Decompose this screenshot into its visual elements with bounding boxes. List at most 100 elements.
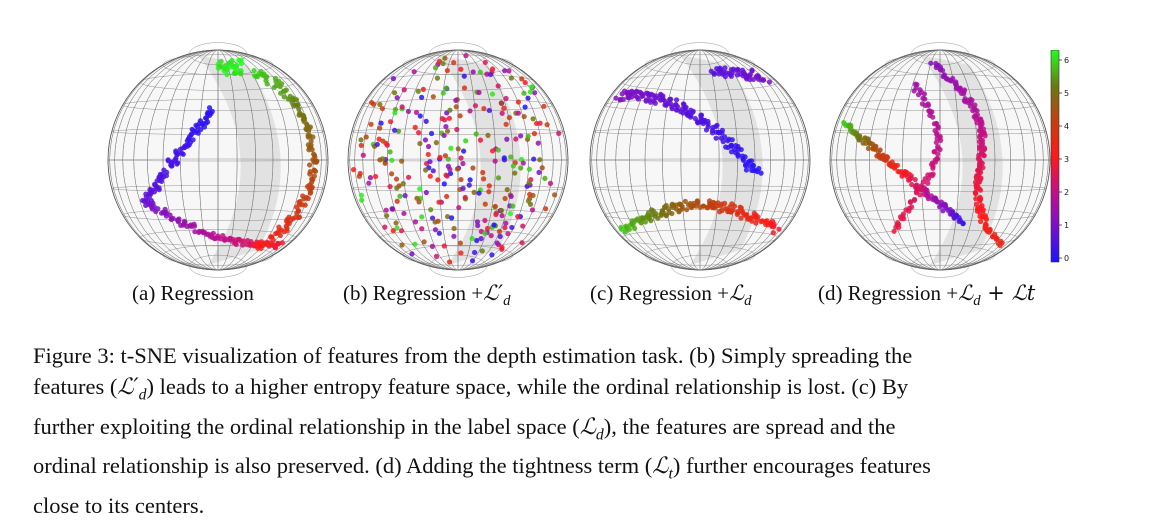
feature-point (639, 93, 645, 99)
subcaption-d: (d) Regression +ℒd + ℒt (818, 281, 1036, 310)
feature-point (747, 76, 753, 83)
feature-point (742, 154, 748, 160)
feature-point (458, 176, 464, 183)
feature-point (542, 175, 548, 181)
feature-point (451, 233, 457, 239)
feature-point (513, 136, 519, 142)
feature-point (630, 222, 636, 228)
feature-point (679, 204, 685, 210)
feature-point (293, 102, 299, 108)
feature-point (405, 108, 412, 115)
feature-point (390, 228, 396, 234)
feature-point (172, 157, 178, 163)
feature-point (440, 90, 446, 96)
longitude-line (831, 49, 1049, 271)
feature-point (234, 62, 240, 69)
feature-point (432, 65, 439, 71)
feature-point (758, 170, 764, 176)
feature-point (444, 173, 450, 179)
feature-point (770, 230, 776, 236)
feature-point (372, 173, 379, 180)
feature-point (295, 214, 301, 221)
feature-point (527, 191, 533, 198)
feature-point (495, 175, 502, 181)
feature-point (977, 218, 984, 225)
feature-point (937, 133, 943, 140)
feature-point (739, 208, 745, 214)
feature-point (397, 193, 403, 199)
feature-point (715, 129, 722, 135)
feature-point (412, 124, 418, 130)
feature-point (388, 171, 395, 177)
feature-point (414, 195, 420, 201)
feature-point (735, 210, 741, 216)
feature-point (689, 109, 696, 115)
feature-point (470, 165, 476, 171)
feature-point (911, 88, 917, 94)
feature-point (273, 230, 279, 237)
feature-point (427, 173, 433, 179)
feature-point (735, 67, 741, 73)
feature-point (476, 190, 482, 196)
feature-point (720, 138, 726, 145)
feature-point (961, 91, 967, 97)
feature-point (934, 199, 941, 205)
feature-point (472, 103, 479, 109)
feature-point (519, 240, 525, 246)
feature-point (478, 235, 484, 242)
feature-point (917, 186, 924, 192)
feature-point (480, 176, 487, 182)
feature-point (167, 212, 173, 218)
feature-point (709, 130, 716, 136)
feature-point (725, 138, 731, 144)
feature-point (703, 127, 710, 133)
feature-point (454, 166, 460, 172)
feature-point (502, 224, 508, 231)
feature-point (718, 203, 724, 209)
feature-point (194, 128, 200, 134)
feature-point (389, 157, 395, 163)
feature-point (440, 60, 446, 67)
feature-point (934, 130, 940, 136)
feature-point (544, 122, 550, 128)
feature-point (498, 100, 504, 106)
feature-point (461, 148, 467, 154)
feature-point (967, 103, 974, 109)
feature-point (974, 120, 980, 126)
feature-point (363, 134, 369, 140)
feature-point (518, 165, 524, 171)
feature-point (281, 94, 287, 100)
feature-point (693, 203, 699, 209)
colorbar-tick-label: 3 (1064, 155, 1069, 164)
feature-point (485, 132, 491, 138)
feature-point (981, 153, 987, 159)
feature-point (743, 213, 749, 219)
feature-point (687, 114, 694, 120)
feature-point (441, 243, 447, 249)
colorbar-tick-label: 5 (1064, 89, 1069, 98)
colorbar-gradient (1050, 50, 1060, 263)
feature-point (454, 126, 460, 133)
feature-point (444, 128, 451, 134)
feature-point (307, 171, 313, 177)
feature-point (556, 130, 562, 136)
feature-point (379, 105, 386, 112)
feature-point (482, 217, 488, 224)
feature-point (922, 96, 928, 102)
feature-point (750, 162, 756, 169)
feature-point (398, 228, 405, 234)
feature-point (475, 222, 481, 229)
feature-point (265, 240, 271, 246)
feature-point (750, 167, 757, 174)
feature-point (413, 109, 420, 116)
feature-point (387, 149, 393, 155)
feature-point (402, 193, 408, 199)
caption-line-4: ordinal relationship is also preserved. … (33, 453, 931, 483)
feature-point (442, 153, 449, 159)
feature-point (527, 89, 533, 95)
feature-point (527, 201, 534, 207)
feature-point (157, 177, 163, 183)
feature-point (722, 73, 728, 80)
feature-point (477, 137, 484, 143)
feature-point (395, 128, 402, 134)
